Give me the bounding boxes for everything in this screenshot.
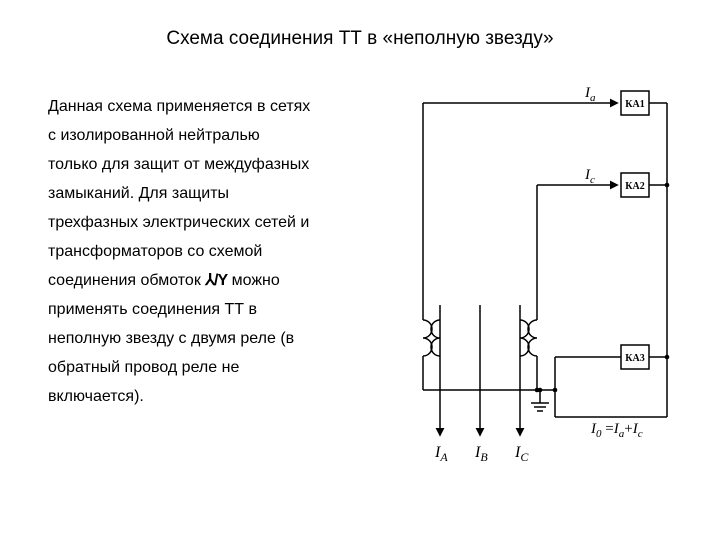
node-dot bbox=[665, 183, 670, 188]
ct-coil-c-primary bbox=[520, 320, 529, 356]
phase-label-ic: IC bbox=[514, 444, 529, 464]
node-dot bbox=[538, 388, 543, 393]
text-line: соединения обмоток ⅄/Y можно bbox=[48, 266, 368, 295]
ct-coil-a-secondary bbox=[423, 320, 432, 356]
phase-label-ib: IB bbox=[474, 444, 488, 464]
phase-label-ia: IA bbox=[434, 444, 448, 464]
text-line: обратный провод реле не bbox=[48, 353, 368, 382]
text-line: замыканий. Для защиты bbox=[48, 179, 368, 208]
ct-coil-c-secondary bbox=[528, 320, 537, 356]
current-label-ic: Ic bbox=[584, 167, 595, 186]
text-line: трехфазных электрических сетей и bbox=[48, 208, 368, 237]
ct-coil-a-primary bbox=[431, 320, 440, 356]
text-line: применять соединения ТТ в bbox=[48, 295, 368, 324]
text-fragment: можно bbox=[227, 272, 280, 289]
page-title: Схема соединения ТТ в «неполную звезду» bbox=[0, 28, 720, 50]
text-fragment: соединения обмоток bbox=[48, 272, 205, 289]
text-line: Данная схема применяется в сетях bbox=[48, 92, 368, 121]
relay-label-ka1: КА1 bbox=[625, 99, 644, 110]
winding-symbol: ⅄/Y bbox=[205, 272, 227, 289]
relay-label-ka2: КА2 bbox=[625, 181, 644, 192]
description-text: Данная схема применяется в сетях с изоли… bbox=[48, 92, 368, 411]
equation-i0: I0 =Ia+Ic bbox=[590, 421, 643, 440]
circuit-diagram: КА1 КА2 КА3 Ia Ic IA IB IC I0 =Ia+Ic bbox=[395, 85, 695, 485]
text-line: только для защит от междуфазных bbox=[48, 150, 368, 179]
current-label-ia: Ia bbox=[584, 85, 596, 104]
text-line: неполную звезду с двумя реле (в bbox=[48, 324, 368, 353]
text-line: трансформаторов со схемой bbox=[48, 237, 368, 266]
text-line: с изолированной нейтралью bbox=[48, 121, 368, 150]
text-line: включается). bbox=[48, 382, 368, 411]
node-dot bbox=[553, 388, 558, 393]
node-dot bbox=[665, 355, 670, 360]
relay-label-ka3: КА3 bbox=[625, 353, 644, 364]
